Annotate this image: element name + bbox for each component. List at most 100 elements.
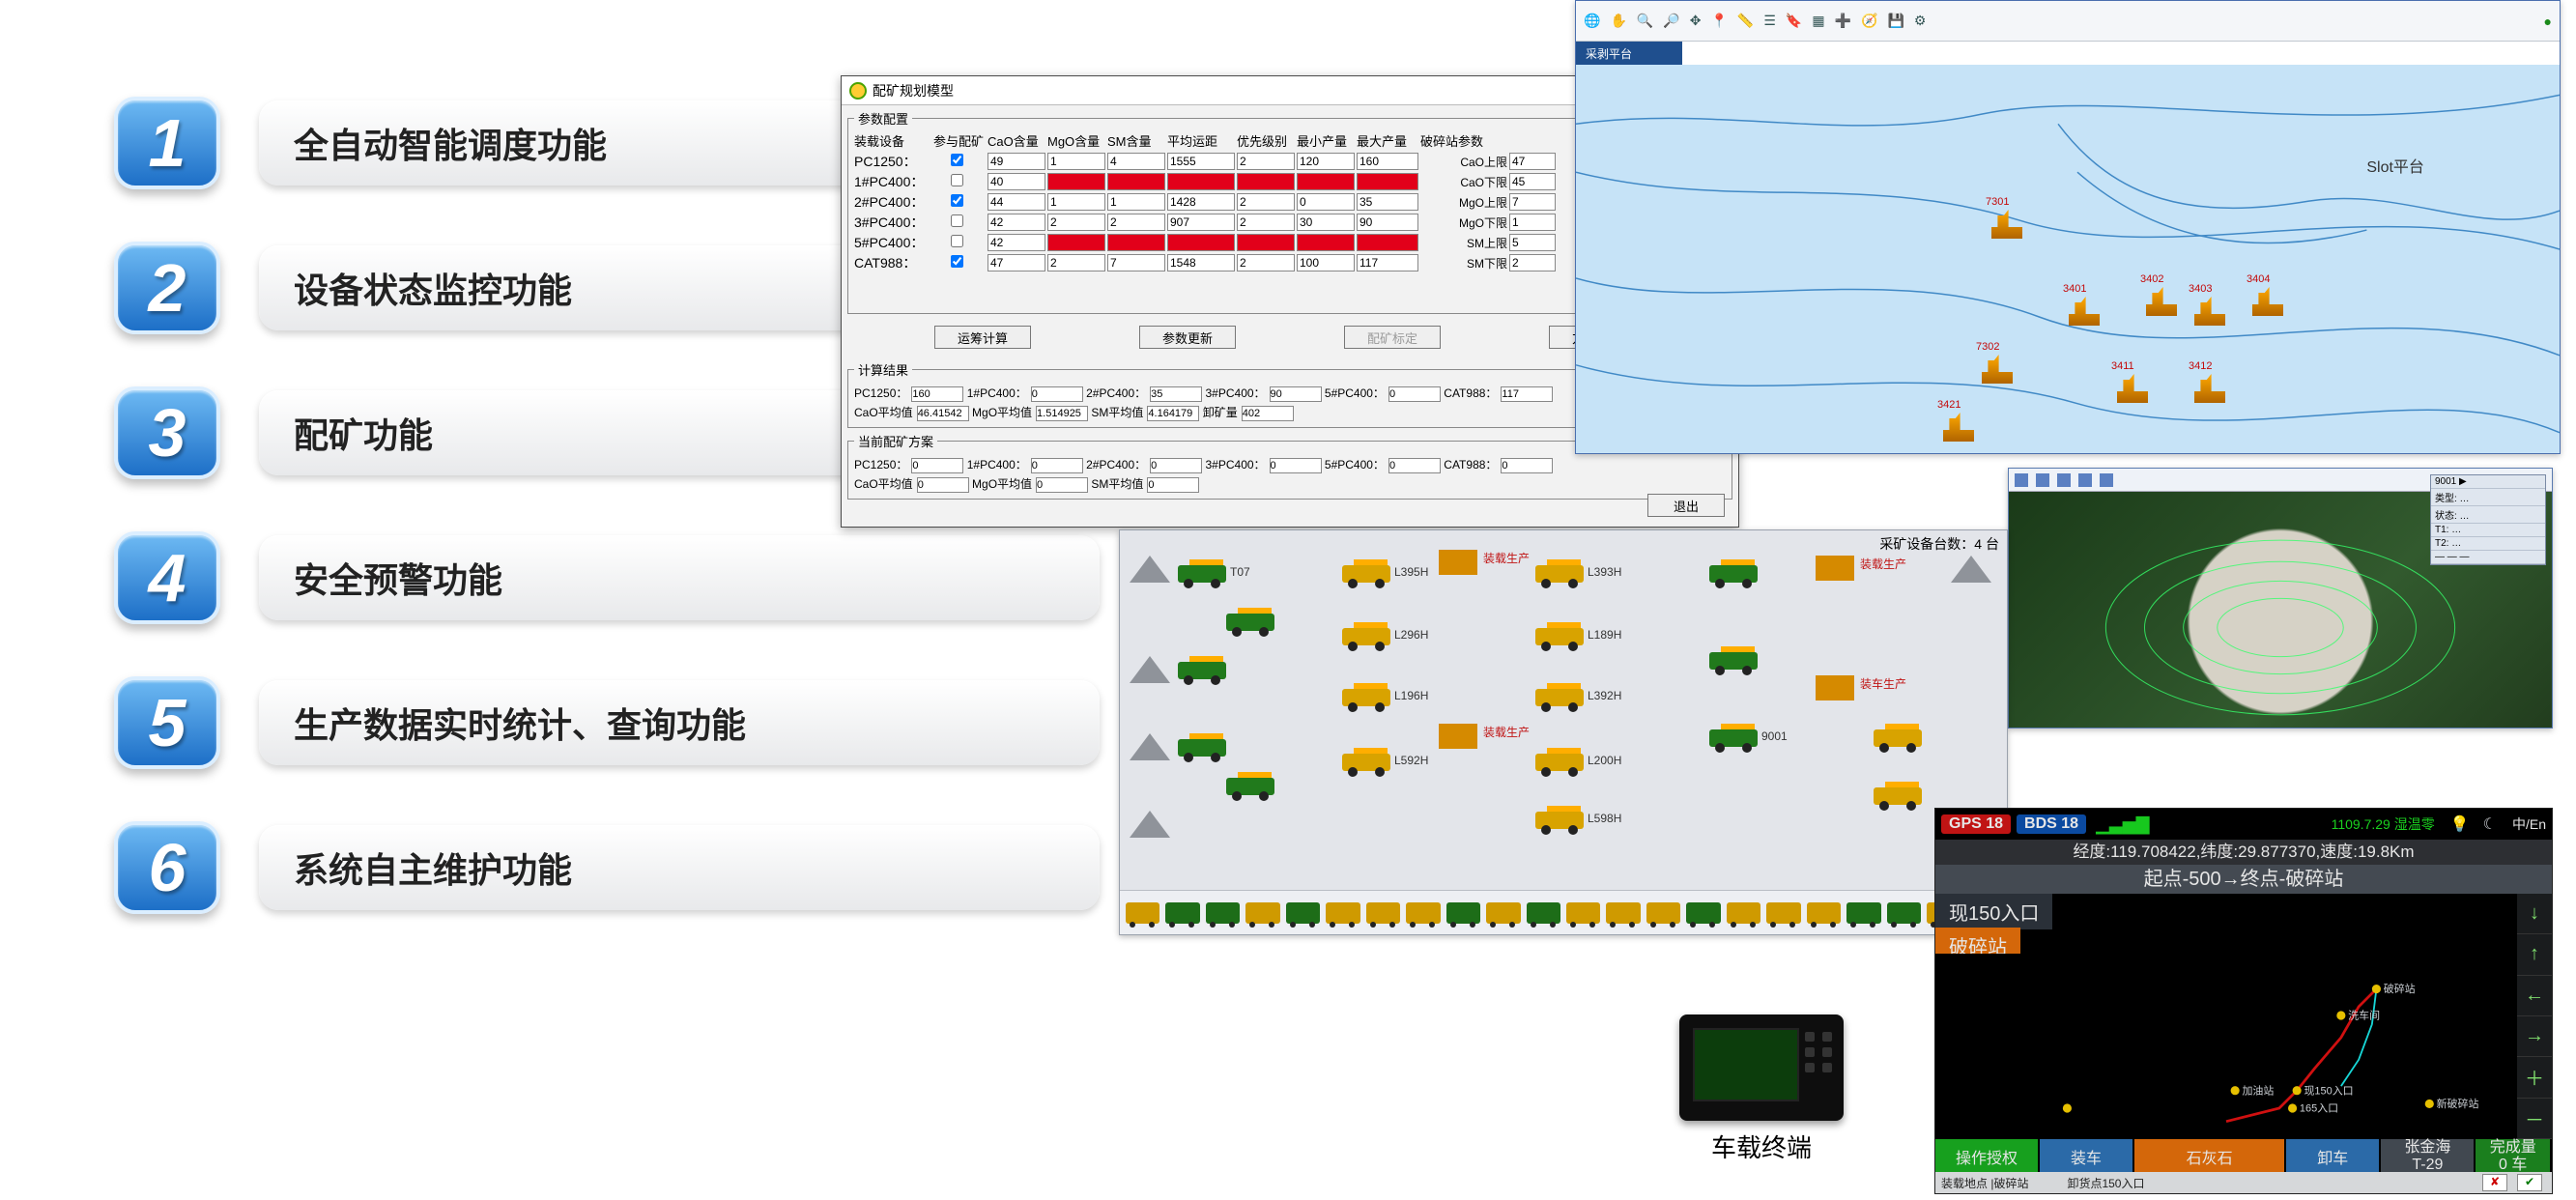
nav-label-0[interactable]: 现150入口 [1935, 894, 2052, 929]
truck-icon[interactable] [1535, 806, 1584, 835]
cfg-input[interactable] [1297, 153, 1355, 170]
cfg-check[interactable] [951, 255, 963, 268]
res-input[interactable] [911, 458, 963, 473]
sat-tool-icon[interactable] [2015, 473, 2028, 487]
zoom-out-icon[interactable]: 🔎 [1663, 13, 1679, 29]
fleet-thumb[interactable] [1126, 902, 1159, 924]
cfg-input[interactable] [1297, 214, 1355, 231]
sat-tool-icon[interactable] [2036, 473, 2049, 487]
res-input[interactable] [1150, 458, 1202, 473]
map-marker[interactable]: 7301 [1991, 210, 2022, 239]
res-input[interactable] [1388, 458, 1441, 473]
res-input[interactable] [1270, 458, 1322, 473]
cfg-input[interactable] [1047, 254, 1105, 271]
map-marker[interactable]: 3404 [2252, 287, 2283, 316]
truck-icon[interactable] [1535, 683, 1584, 712]
nav-down-icon[interactable]: ↓ [2517, 894, 2552, 934]
cfg-side-input[interactable] [1509, 214, 1556, 231]
nav-user-button[interactable]: 张金海T-29 [2381, 1139, 2476, 1173]
sat-tool-icon[interactable] [2057, 473, 2071, 487]
dozer-icon[interactable] [1439, 724, 1477, 749]
map-marker[interactable]: 7302 [1982, 355, 2013, 384]
res-input[interactable] [1501, 386, 1553, 402]
map-tab[interactable]: 采剥平台 [1576, 42, 1682, 65]
truck-icon[interactable] [1178, 656, 1226, 685]
update-button[interactable]: 参数更新 [1139, 326, 1236, 349]
truck-icon[interactable] [1226, 608, 1274, 637]
cfg-input[interactable] [1167, 254, 1235, 271]
cfg-input[interactable] [1167, 193, 1235, 211]
cfg-input[interactable] [1237, 234, 1295, 251]
cfg-input[interactable] [1047, 193, 1105, 211]
cfg-input[interactable] [1357, 254, 1418, 271]
fleet-thumb[interactable] [1245, 902, 1279, 924]
fleet-thumb[interactable] [1566, 902, 1600, 924]
fleet-thumb[interactable] [1686, 902, 1720, 924]
cfg-input[interactable] [1047, 214, 1105, 231]
truck-icon[interactable] [1874, 724, 1922, 753]
layers-icon[interactable]: ☰ [1763, 13, 1776, 29]
pin-icon[interactable]: 📍 [1710, 13, 1727, 29]
cfg-check[interactable] [951, 154, 963, 166]
cfg-input[interactable] [1237, 193, 1295, 211]
map-marker[interactable]: 3401 [2069, 297, 2100, 326]
truck-icon[interactable] [1226, 772, 1274, 801]
fleet-thumb[interactable] [1165, 902, 1199, 924]
res-input[interactable] [911, 386, 963, 402]
truck-icon[interactable] [1342, 622, 1390, 651]
cfg-input[interactable] [1297, 234, 1355, 251]
cfg-input[interactable] [987, 173, 1045, 190]
nav-map[interactable]: 破碎站洗车间加油站现150入口165入口新破碎站 [1935, 954, 2517, 1139]
add-icon[interactable]: ➕ [1835, 13, 1851, 29]
res-input[interactable] [917, 477, 969, 493]
cfg-input[interactable] [1357, 234, 1418, 251]
dozer-icon[interactable] [1439, 550, 1477, 575]
fleet-thumb[interactable] [1887, 902, 1921, 924]
res-input[interactable] [1036, 406, 1088, 421]
cfg-check[interactable] [951, 174, 963, 186]
fleet-thumb[interactable] [1326, 902, 1360, 924]
nav-waypoint[interactable] [2372, 985, 2381, 993]
nav-plus-icon[interactable]: ＋ [2517, 1057, 2552, 1098]
res-input[interactable] [1036, 477, 1088, 493]
cfg-input[interactable] [1357, 153, 1418, 170]
res-input[interactable] [1147, 406, 1199, 421]
cfg-input[interactable] [1357, 214, 1418, 231]
cfg-side-input[interactable] [1509, 173, 1556, 190]
nav-waypoint[interactable] [2231, 1086, 2240, 1095]
cfg-check[interactable] [951, 214, 963, 227]
nav-waypoint[interactable] [2425, 1100, 2434, 1108]
fleet-thumb[interactable] [1406, 902, 1440, 924]
cfg-input[interactable] [1107, 254, 1165, 271]
nav-op-button[interactable]: 操作授权 [1935, 1139, 2040, 1173]
sat-tool-icon[interactable] [2100, 473, 2113, 487]
nav-waypoint[interactable] [2336, 1011, 2345, 1019]
truck-icon[interactable] [1342, 559, 1390, 588]
cfg-input[interactable] [987, 193, 1045, 211]
cfg-side-input[interactable] [1509, 234, 1556, 251]
cfg-input[interactable] [1107, 214, 1165, 231]
moon-icon[interactable]: ☾ [2483, 814, 2497, 834]
fleet-thumb[interactable] [1766, 902, 1800, 924]
map-marker[interactable]: 3412 [2194, 374, 2225, 403]
cfg-input[interactable] [1237, 254, 1295, 271]
cfg-input[interactable] [1047, 173, 1105, 190]
zoom-in-icon[interactable]: 🔍 [1637, 13, 1653, 29]
calc-button[interactable]: 运筹计算 [934, 326, 1031, 349]
pan-icon[interactable]: ✥ [1690, 13, 1702, 29]
cfg-input[interactable] [987, 214, 1045, 231]
map-marker[interactable]: 3403 [2194, 297, 2225, 326]
nav-minus-icon[interactable]: － [2517, 1099, 2552, 1139]
fleet-thumb[interactable] [1446, 902, 1480, 924]
fleet-thumb[interactable] [1727, 902, 1760, 924]
nav-waypoint[interactable] [2288, 1103, 2297, 1112]
cfg-input[interactable] [1167, 214, 1235, 231]
truck-icon[interactable] [1342, 748, 1390, 777]
fleet-thumb[interactable] [1486, 902, 1520, 924]
settings-icon[interactable]: ⚙ [1914, 13, 1927, 29]
cfg-input[interactable] [1357, 193, 1418, 211]
nav-left-icon[interactable]: ← [2517, 976, 2552, 1016]
cfg-input[interactable] [1237, 214, 1295, 231]
res-input[interactable] [917, 406, 969, 421]
truck-icon[interactable] [1709, 559, 1758, 588]
